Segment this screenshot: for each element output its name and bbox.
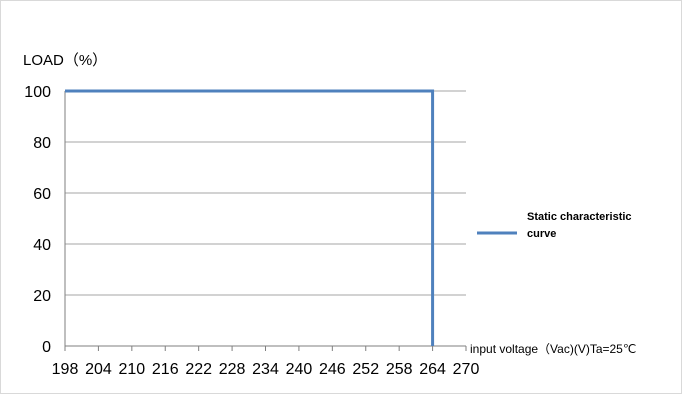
x-tick-label: 210 [118, 361, 145, 378]
y-tick-label: 100 [24, 84, 51, 101]
x-tick-label: 258 [386, 361, 413, 378]
x-tick-label: 216 [152, 361, 179, 378]
x-tick-label: 270 [453, 361, 480, 378]
legend-label: curve [527, 228, 556, 240]
series-line [65, 89, 435, 346]
series-layer [65, 89, 435, 346]
x-tick-label: 198 [52, 361, 79, 378]
y-tick-label: 40 [33, 237, 51, 254]
grid-layer [65, 90, 466, 296]
axis-layer [64, 91, 467, 351]
x-axis-title: input voltage（Vac)(V)Ta=25℃ [470, 342, 636, 356]
y-tick-label: 0 [42, 339, 51, 356]
label-layer: LOAD（%） input voltage（Vac)(V)Ta=25℃ 0204… [23, 52, 636, 378]
x-tick-label: 264 [419, 361, 446, 378]
x-tick-label: 204 [85, 361, 112, 378]
x-tick-label: 252 [352, 361, 379, 378]
y-tick-label: 20 [33, 288, 51, 305]
y-tick-label: 60 [33, 186, 51, 203]
x-tick-label: 228 [219, 361, 246, 378]
x-tick-label: 234 [252, 361, 279, 378]
x-tick-label: 246 [319, 361, 346, 378]
legend-label: Static characteristic [527, 211, 632, 223]
legend: Static characteristic curve [477, 211, 632, 240]
y-axis-title: LOAD（%） [23, 52, 107, 69]
x-tick-label: 222 [185, 361, 212, 378]
y-tick-label: 80 [33, 135, 51, 152]
x-tick-label: 240 [286, 361, 313, 378]
